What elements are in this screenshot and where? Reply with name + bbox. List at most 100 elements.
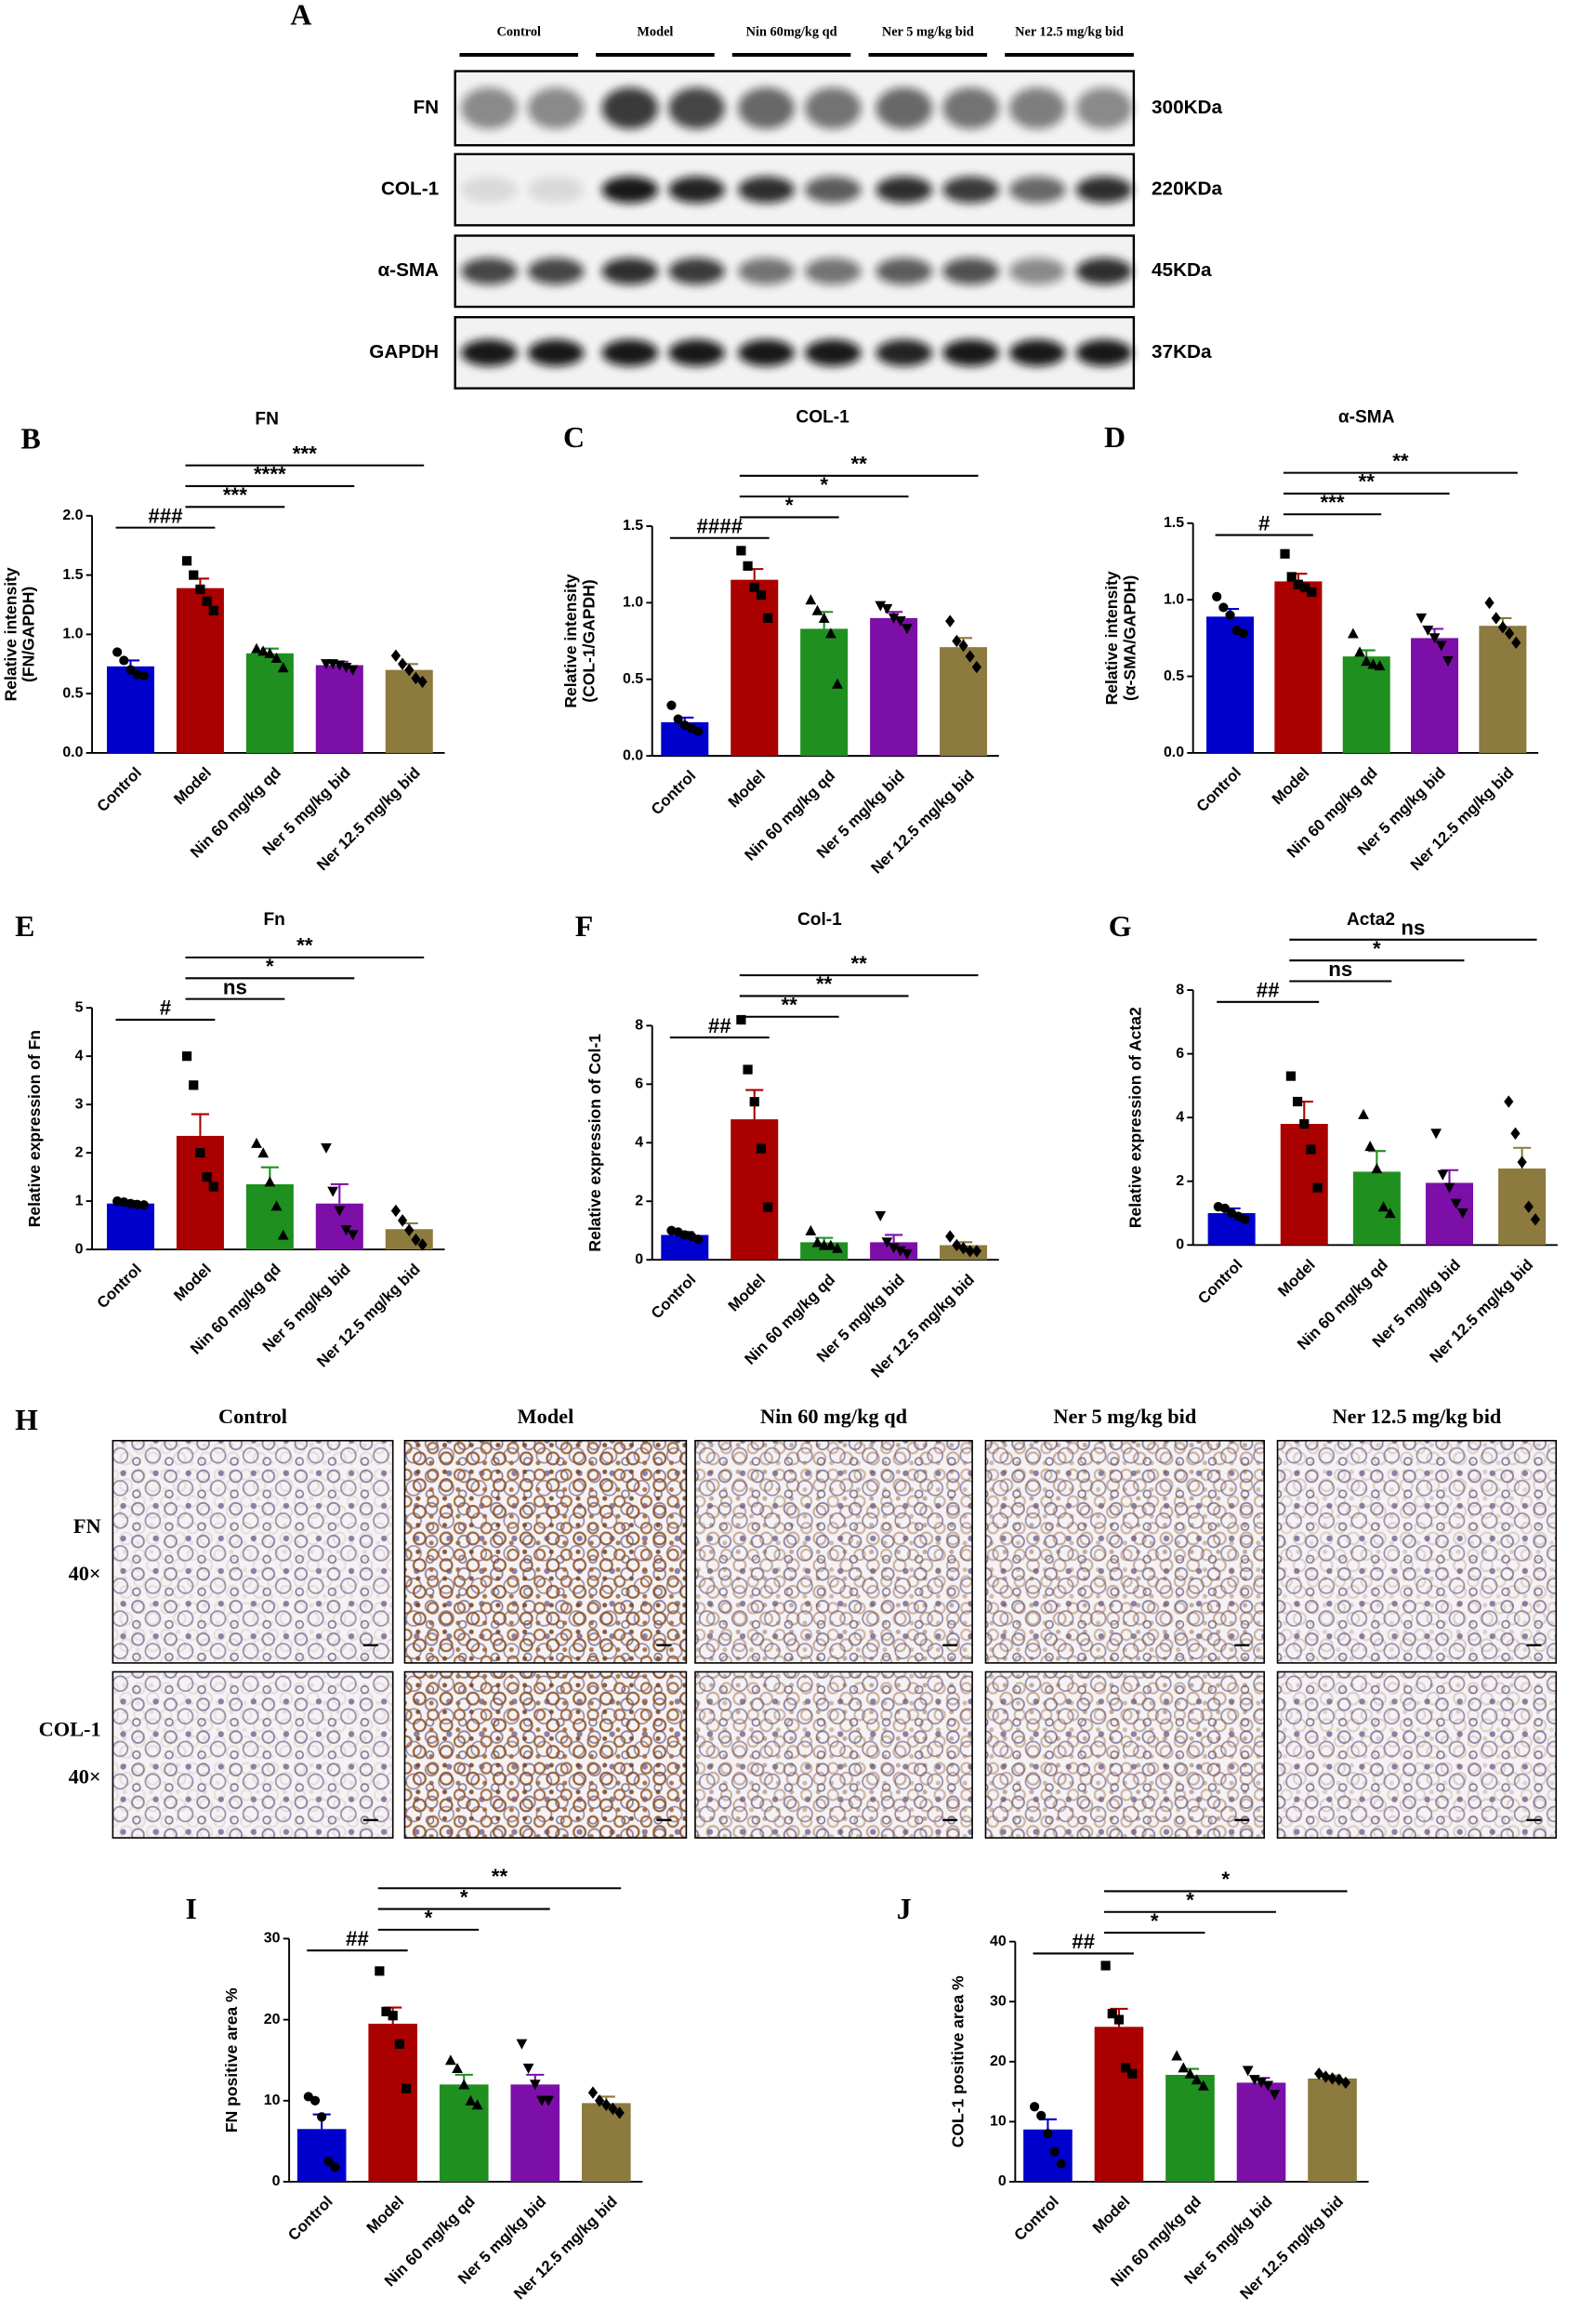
y-tick-label: 2 xyxy=(635,1193,643,1208)
data-point xyxy=(251,1137,262,1148)
data-point xyxy=(875,1210,887,1221)
blot-band xyxy=(738,257,795,285)
magnification-label: 40× xyxy=(69,1764,101,1788)
error-bar xyxy=(191,1113,210,1136)
significance-label: ** xyxy=(492,1865,508,1888)
data-point xyxy=(749,1097,759,1107)
significance-label: ## xyxy=(1257,979,1280,1002)
y-tick-label: 3 xyxy=(75,1096,84,1112)
data-point xyxy=(1043,2129,1053,2139)
data-point xyxy=(1178,2062,1190,2073)
bar xyxy=(731,1119,779,1261)
data-point xyxy=(894,616,906,627)
bar xyxy=(315,665,363,753)
data-point xyxy=(1262,2080,1274,2092)
data-point xyxy=(1225,610,1235,620)
y-tick-label: 2.0 xyxy=(62,508,83,523)
y-tick-label: 0.0 xyxy=(62,745,83,760)
blot-band xyxy=(527,339,585,366)
data-point xyxy=(805,594,817,605)
data-point xyxy=(1036,2110,1047,2121)
blot-band xyxy=(738,87,795,129)
bar xyxy=(1094,2027,1144,2182)
data-point xyxy=(965,650,975,663)
data-point xyxy=(516,2039,528,2050)
data-point xyxy=(404,663,415,677)
blot-band xyxy=(668,257,725,285)
blot-band xyxy=(804,176,862,204)
blot-band xyxy=(668,339,725,366)
blot-band xyxy=(804,257,862,285)
data-point xyxy=(902,624,913,635)
panel-letter: D xyxy=(1104,421,1126,454)
panel-letter: A xyxy=(290,0,311,31)
blot-band xyxy=(601,176,659,204)
bar xyxy=(176,588,224,753)
data-point xyxy=(1127,2068,1138,2079)
data-point xyxy=(749,582,759,593)
bar xyxy=(800,628,849,757)
y-axis-label: (COL-1/GAPDH) xyxy=(579,579,598,702)
histology-stain xyxy=(694,1440,973,1663)
data-point xyxy=(587,2086,599,2099)
significance-label: ns xyxy=(223,975,247,998)
bar xyxy=(581,2103,631,2182)
data-point xyxy=(390,1204,401,1218)
molecular-weight: 220KDa xyxy=(1152,178,1222,200)
y-tick-label: 0 xyxy=(1176,1236,1184,1252)
data-point xyxy=(340,1225,352,1236)
y-tick-label: 0 xyxy=(635,1251,643,1267)
blot-band xyxy=(942,257,999,285)
bar xyxy=(1308,2078,1357,2182)
chart-title: COL-1 xyxy=(796,408,849,428)
magnification-label: 40× xyxy=(69,1562,101,1585)
chart-title: Col-1 xyxy=(797,910,842,930)
y-tick-label: 0.0 xyxy=(1164,745,1184,760)
x-tick-label: Control xyxy=(1193,764,1245,816)
molecular-weight: 300KDa xyxy=(1152,97,1222,118)
data-point xyxy=(189,570,199,580)
blot-band xyxy=(1075,87,1133,129)
blot-band xyxy=(804,339,862,366)
x-tick-label: Model xyxy=(363,2193,408,2238)
data-point xyxy=(736,546,746,556)
data-point xyxy=(1029,2102,1040,2112)
data-point xyxy=(138,670,149,681)
histology-stain xyxy=(1277,1440,1557,1663)
bar xyxy=(106,666,155,753)
data-point xyxy=(756,1143,767,1154)
significance-label: ### xyxy=(148,504,183,527)
y-tick-label: 30 xyxy=(264,1931,281,1947)
y-axis-label: Relative expression of Col-1 xyxy=(586,1034,604,1252)
data-point xyxy=(251,642,262,654)
image-frame xyxy=(694,1439,973,1664)
significance-label: * xyxy=(820,473,828,496)
data-point xyxy=(444,2054,456,2066)
bar xyxy=(1165,2074,1215,2182)
chart-title: α-SMA xyxy=(1338,408,1395,428)
data-point xyxy=(264,1176,276,1187)
y-tick-label: 5 xyxy=(75,999,84,1015)
image-frame xyxy=(1276,1439,1558,1664)
significance-label: * xyxy=(425,1907,433,1930)
y-tick-label: 8 xyxy=(635,1018,643,1034)
y-axis-label: FN positive area % xyxy=(222,1987,241,2133)
protein-label: FN xyxy=(414,97,440,118)
bar xyxy=(106,1203,155,1250)
y-tick-label: 0 xyxy=(998,2173,1007,2189)
data-point xyxy=(743,561,753,571)
data-point xyxy=(1484,596,1494,610)
data-point xyxy=(971,660,981,674)
significance-label: ** xyxy=(1359,470,1376,494)
data-point xyxy=(888,613,900,624)
bar xyxy=(368,2023,418,2182)
y-tick-label: 4 xyxy=(75,1048,84,1063)
chart-title: Fn xyxy=(263,910,284,930)
panel-letter: C xyxy=(563,421,585,454)
data-point xyxy=(1435,640,1447,652)
y-axis-label: Relative intensity xyxy=(1102,571,1121,705)
data-point xyxy=(270,1200,283,1211)
data-point xyxy=(811,604,823,615)
image-frame xyxy=(403,1439,688,1664)
